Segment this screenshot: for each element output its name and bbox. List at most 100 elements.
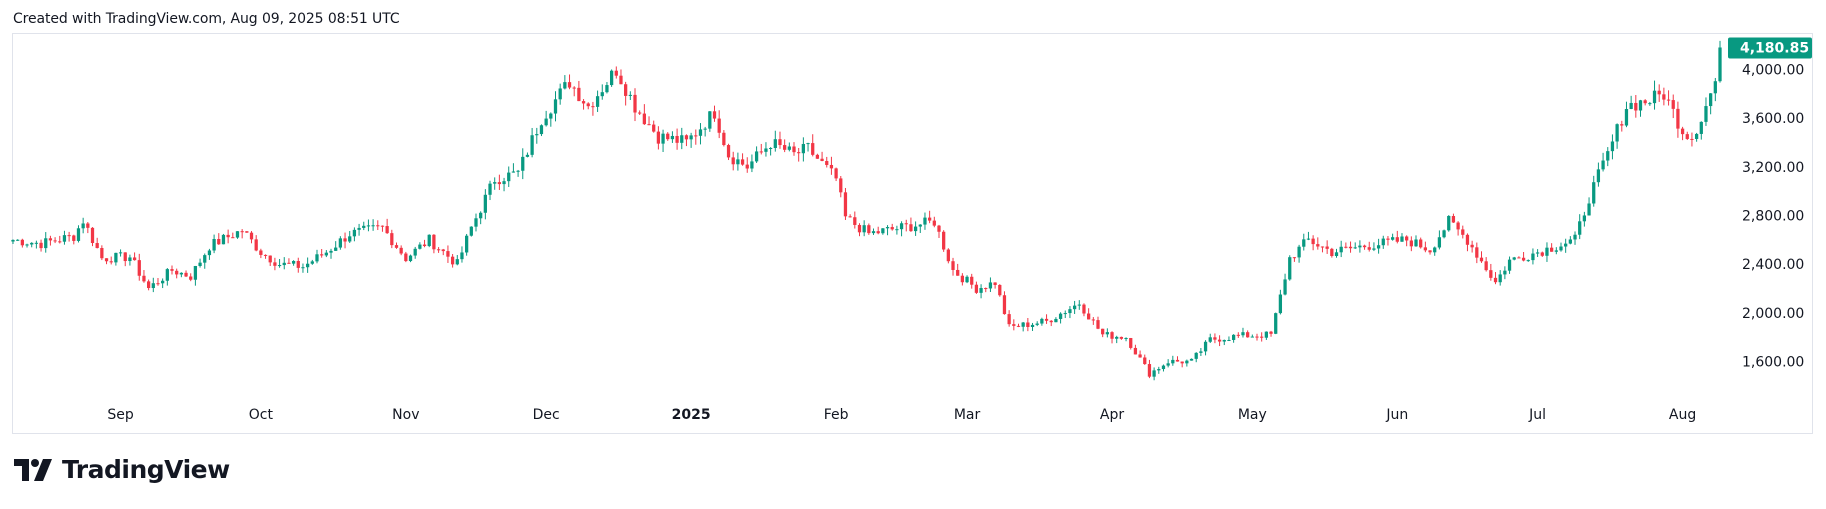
candle — [843, 187, 848, 220]
candle — [450, 254, 455, 268]
brand[interactable]: TradingView — [14, 455, 230, 484]
candle-body — [1260, 336, 1264, 338]
candle-body — [1049, 320, 1053, 323]
candle — [1395, 230, 1399, 244]
candle-body — [899, 223, 904, 230]
candle-body — [909, 224, 913, 232]
candle-body — [1189, 358, 1194, 361]
candle — [965, 275, 969, 284]
candle — [502, 177, 506, 192]
candle-body — [680, 135, 684, 143]
candle-body — [422, 244, 427, 247]
chart-frame[interactable] — [12, 33, 1813, 434]
candle — [1115, 335, 1119, 344]
x-tick-label: 2025 — [672, 407, 711, 423]
candle-body — [549, 113, 553, 119]
candle-body — [1217, 339, 1222, 342]
candle-body — [839, 178, 843, 193]
candle-body — [1699, 121, 1703, 134]
candle-body — [754, 151, 759, 162]
candle-body — [787, 146, 791, 150]
candle-body — [1269, 331, 1273, 334]
candle-body — [1058, 313, 1063, 319]
candle — [1414, 235, 1418, 247]
candle — [1283, 273, 1287, 296]
candle-body — [1521, 257, 1526, 261]
x-tick-label: Aug — [1669, 407, 1696, 423]
candle-body — [1316, 244, 1320, 247]
x-tick-label: Mar — [954, 407, 981, 423]
candle — [334, 241, 338, 251]
candle-body — [193, 265, 198, 280]
candle — [1016, 323, 1021, 328]
candle-body — [1685, 134, 1689, 139]
candle-body — [1175, 359, 1180, 362]
candle — [1629, 95, 1633, 110]
candle — [1255, 333, 1259, 341]
candle — [1535, 249, 1540, 257]
candle-body — [240, 231, 244, 233]
candle — [970, 273, 974, 289]
candle — [1297, 244, 1301, 263]
candle — [1409, 236, 1413, 252]
candle — [207, 248, 212, 260]
candle — [422, 239, 427, 248]
candle-body — [1423, 247, 1427, 251]
candle-body — [1334, 252, 1339, 257]
candle-body — [1461, 229, 1465, 235]
candle-body — [867, 225, 871, 234]
candle-body — [904, 223, 908, 225]
x-tick-label: Dec — [533, 407, 560, 423]
candle — [736, 152, 740, 171]
candle-body — [1433, 247, 1437, 253]
candle-body — [848, 216, 852, 218]
candle-body — [1531, 253, 1535, 261]
candle-body — [1077, 304, 1081, 306]
candle-body — [1274, 313, 1278, 334]
candle — [1082, 303, 1086, 317]
candle-body — [1578, 221, 1582, 235]
candle — [1241, 327, 1245, 338]
candle — [1306, 231, 1311, 241]
last-price-badge — [1728, 37, 1812, 59]
candle-body — [296, 260, 300, 268]
candle-body — [118, 252, 123, 254]
candle — [633, 88, 637, 122]
candle — [1456, 221, 1460, 236]
candle — [1680, 126, 1685, 141]
candle — [357, 223, 361, 236]
candle-body — [86, 223, 90, 228]
candle — [609, 69, 614, 87]
candle-body — [988, 282, 993, 289]
candle-body — [820, 158, 824, 162]
candle-body — [871, 231, 876, 234]
candle — [1610, 134, 1615, 160]
candle-body — [394, 245, 399, 248]
candle — [1475, 242, 1479, 264]
candle-body — [1709, 93, 1713, 107]
candle-body — [67, 235, 71, 237]
candle — [895, 225, 899, 235]
candle-body — [1105, 332, 1109, 335]
candle — [773, 130, 777, 152]
candle — [946, 248, 950, 264]
candle — [465, 233, 469, 256]
candle — [193, 265, 198, 286]
candle — [399, 245, 403, 256]
candle-body — [507, 172, 511, 182]
candle-body — [198, 262, 202, 266]
candle-body — [62, 235, 67, 242]
candle-body — [759, 151, 763, 153]
candle — [1077, 300, 1081, 310]
candle-body — [301, 267, 305, 269]
candle-body — [539, 125, 544, 135]
candle-body — [1596, 169, 1601, 183]
candle-body — [315, 254, 319, 262]
candle — [787, 142, 791, 152]
candle — [1194, 352, 1198, 363]
candle-body — [792, 146, 796, 153]
candle — [198, 258, 202, 268]
candle-body — [1503, 270, 1507, 275]
candle — [1096, 316, 1100, 330]
